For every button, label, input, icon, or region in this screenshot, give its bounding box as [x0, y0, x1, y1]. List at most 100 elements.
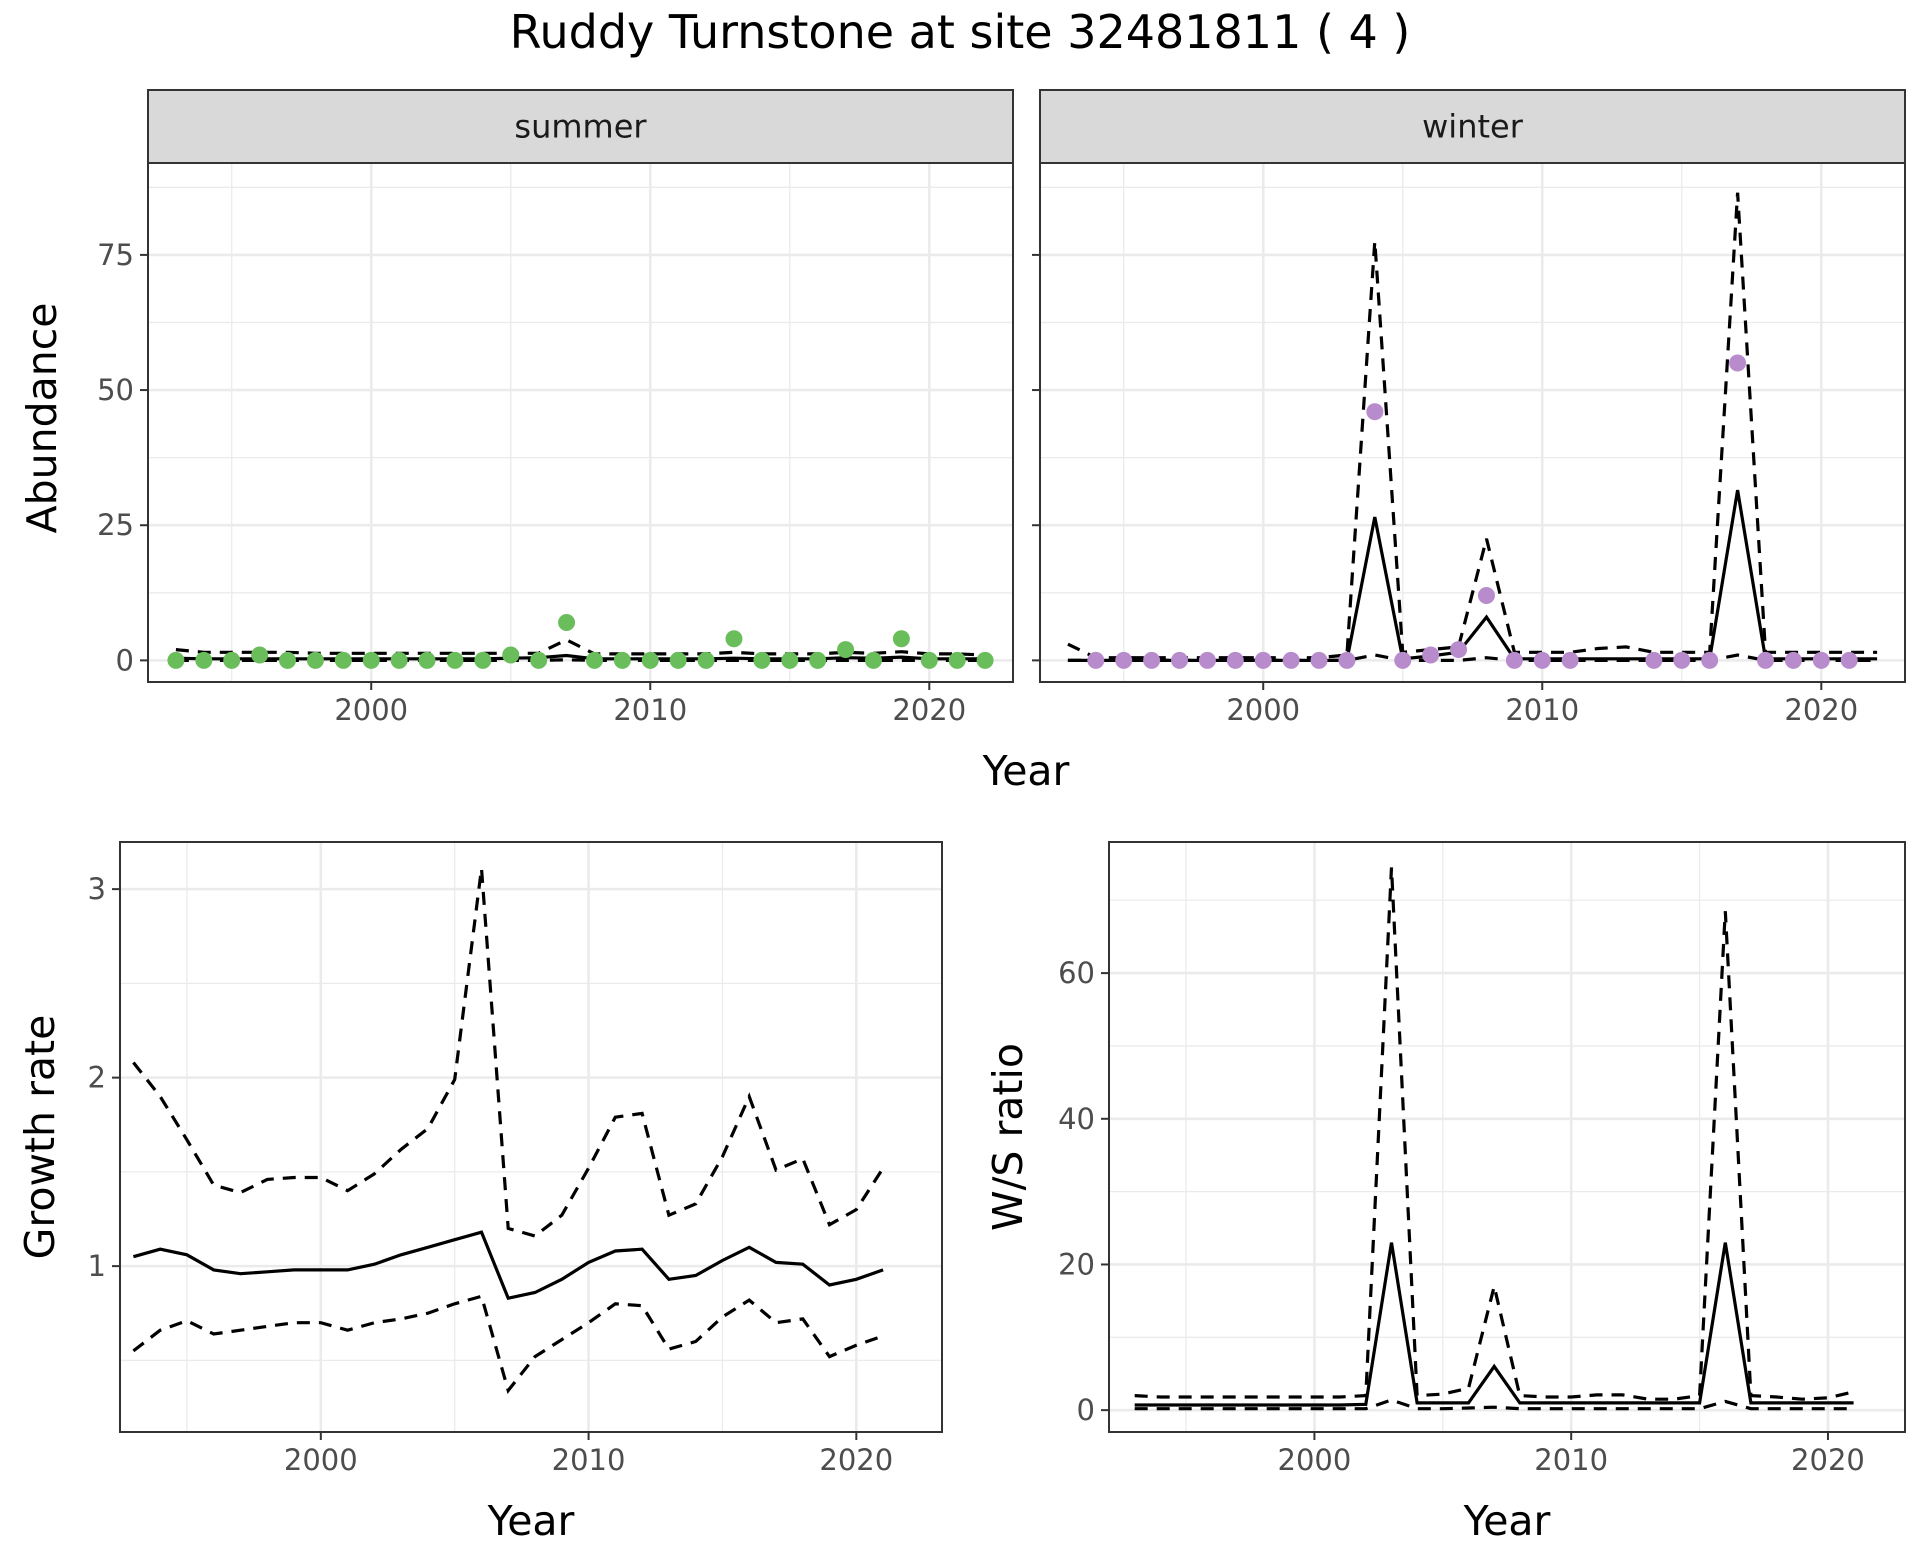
x-tick-label: 2010 [552, 1443, 626, 1477]
data-point [1505, 651, 1523, 669]
y-axis: 1 2 3 [88, 872, 120, 1283]
x-tick-label: 2020 [892, 693, 966, 727]
data-point [669, 651, 687, 669]
data-point [1087, 651, 1105, 669]
upper-ci-line [175, 638, 986, 657]
data-point [1533, 651, 1551, 669]
data-point [418, 651, 436, 669]
data-points [1087, 354, 1858, 669]
facet-strip-label: winter [1422, 108, 1524, 146]
x-axis: 2000 2010 2020 [1278, 1432, 1865, 1477]
data-point [1645, 651, 1663, 669]
data-point [1561, 651, 1579, 669]
y-tick-label: 2 [88, 1061, 106, 1095]
data-point [864, 651, 882, 669]
data-point [474, 651, 492, 669]
data-point [781, 651, 799, 669]
data-point [1282, 651, 1300, 669]
x-tick-label: 2000 [334, 693, 408, 727]
data-point [1394, 651, 1412, 669]
y-tick-label: 1 [88, 1249, 106, 1283]
x-tick-label: 2010 [613, 693, 687, 727]
data-point [390, 651, 408, 669]
y-axis-title: W/S ratio [984, 1043, 1032, 1231]
data-point [948, 651, 966, 669]
data-point [1701, 651, 1719, 669]
panel-border [119, 841, 943, 1433]
panel-border [1108, 841, 1906, 1433]
y-tick-label: 50 [97, 373, 134, 407]
data-point [1198, 651, 1216, 669]
lower-ci-line [1134, 1398, 1854, 1411]
data-point [809, 651, 827, 669]
data-point [558, 614, 576, 632]
x-tick-label: 2020 [1784, 693, 1858, 727]
y-axis-title: Growth rate [16, 1015, 64, 1260]
growth-rate-chart: 2000 2010 2020 1 2 3 Year Growth rate [16, 841, 943, 1545]
data-point [697, 651, 715, 669]
abundance-x-axis-title: Year [982, 747, 1070, 795]
data-point [223, 651, 241, 669]
facet-strip [147, 89, 1014, 164]
y-axis: 0 25 50 75 [97, 238, 148, 677]
x-axis-title: Year [487, 1497, 575, 1545]
data-point [585, 651, 603, 669]
data-point [167, 651, 185, 669]
estimate-line [132, 1230, 884, 1301]
data-point [502, 646, 520, 664]
data-point [362, 651, 380, 669]
abundance-facets: summer 2000 2010 2020 0 25 50 75 winter 2000 2010… [18, 89, 1906, 795]
x-axis: 2000 2010 2020 [334, 682, 966, 727]
x-tick-label: 2000 [1278, 1443, 1352, 1477]
data-point [837, 641, 855, 659]
y-tick-label: 0 [1077, 1393, 1095, 1427]
panel-border [147, 162, 1014, 683]
y-tick-label: 3 [88, 872, 106, 906]
x-tick-label: 2020 [1791, 1443, 1865, 1477]
x-tick-label: 2000 [1226, 693, 1300, 727]
data-point [446, 651, 464, 669]
estimate-line [1134, 1242, 1854, 1407]
data-point [613, 651, 631, 669]
data-point [251, 646, 269, 664]
y-axis: 0 20 40 60 [1058, 956, 1109, 1427]
facet-strip [1039, 89, 1906, 164]
data-points [167, 614, 994, 669]
upper-ci-line [1134, 867, 1854, 1401]
data-point [1812, 651, 1830, 669]
y-tick-label: 40 [1058, 1102, 1095, 1136]
data-point [334, 651, 352, 669]
figure-title: Ruddy Turnstone at site 32481811 ( 4 ) [510, 5, 1411, 59]
data-point [279, 651, 297, 669]
data-point [1450, 641, 1468, 659]
data-point [1254, 651, 1272, 669]
x-axis: 2000 2010 2020 [1226, 682, 1858, 727]
data-point [1673, 651, 1691, 669]
x-tick-label: 2020 [819, 1443, 893, 1477]
data-point [725, 630, 743, 648]
data-point [1840, 651, 1858, 669]
data-point [1115, 651, 1133, 669]
data-point [753, 651, 771, 669]
ws-ratio-chart: 2000 2010 2020 0 20 40 60 Year W/S ratio [984, 841, 1906, 1545]
data-point [1729, 354, 1747, 372]
y-tick-label: 20 [1058, 1247, 1095, 1281]
panel-summer: summer 2000 2010 2020 0 25 50 75 [97, 89, 1014, 727]
panel-border [1039, 162, 1906, 683]
data-point [1366, 403, 1384, 421]
x-tick-label: 2010 [1505, 693, 1579, 727]
panel-winter: winter 2000 2010 2020 [1032, 89, 1906, 727]
x-tick-label: 2010 [1534, 1443, 1608, 1477]
lower-ci-line [132, 1294, 884, 1394]
y-tick-label: 25 [97, 508, 134, 542]
x-axis-title: Year [1463, 1497, 1551, 1545]
facet-strip-label: summer [514, 108, 647, 146]
data-point [1310, 651, 1328, 669]
data-point [892, 630, 910, 648]
x-axis: 2000 2010 2020 [284, 1432, 893, 1477]
data-point [530, 651, 548, 669]
y-tick-label: 75 [97, 238, 134, 272]
data-point [1422, 646, 1440, 664]
y-tick-label: 0 [116, 643, 134, 677]
